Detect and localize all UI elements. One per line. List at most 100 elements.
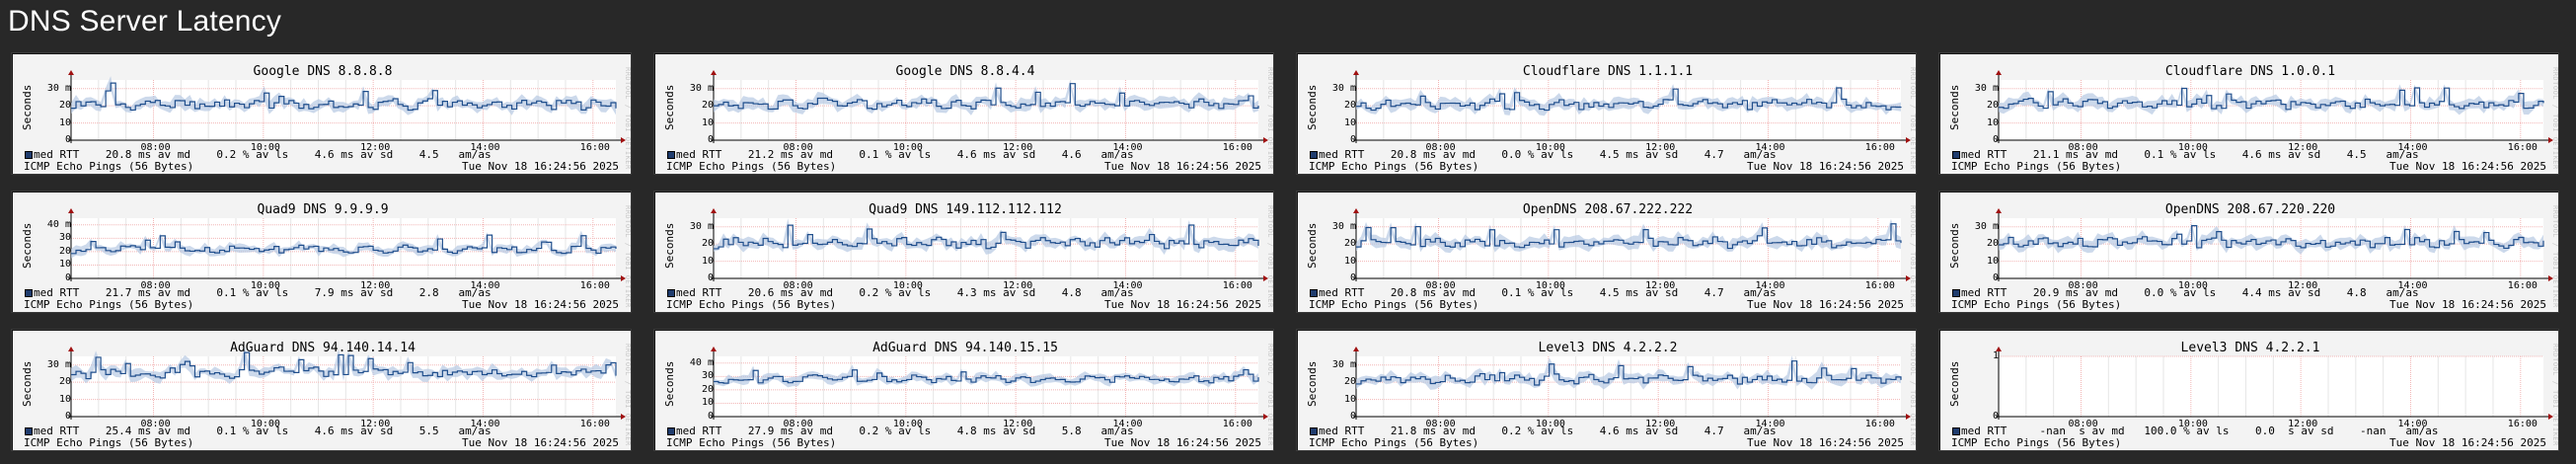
latency-chart <box>655 54 1273 174</box>
y-axis-arrow <box>1353 347 1359 351</box>
x-tick-label: 12:00 <box>360 280 391 291</box>
y-tick-label: 10 <box>1343 116 1356 128</box>
graph-timestamp: Tue Nov 18 16:24:56 2025 <box>462 160 619 173</box>
plot-area <box>1999 356 2543 417</box>
y-tick-label: 20 <box>1986 238 1999 250</box>
x-tick-label: 12:00 <box>360 419 391 429</box>
med-rtt-line <box>71 351 617 380</box>
latency-chart <box>1298 331 1916 450</box>
legend-swatch <box>1952 427 1960 435</box>
x-tick-label: 10:00 <box>250 142 280 153</box>
x-tick-label: 12:00 <box>360 142 391 153</box>
legend-swatch <box>667 151 675 159</box>
x-tick-label: 10:00 <box>1535 142 1565 153</box>
y-tick-label: 20 <box>701 238 714 250</box>
legend-swatch <box>25 151 33 159</box>
x-tick-label: 10:00 <box>1535 280 1565 291</box>
graph-panel: Cloudflare DNS 1.1.1.1 Seconds 30 m 20 10 0 08… <box>1296 52 1917 175</box>
y-tick-label: 10 <box>1343 393 1356 405</box>
x-axis-arrow <box>1906 275 1911 281</box>
legend-swatch <box>1310 427 1318 435</box>
y-tick-label: 40 m <box>46 218 71 230</box>
graph-panel: Cloudflare DNS 1.0.0.1 Seconds 30 m 20 10 0 08… <box>1938 52 2559 175</box>
legend-stats: med RTT -nan s av md 100.0 % av ls 0.0 s… <box>1961 425 2439 437</box>
y-axis-arrow <box>68 347 74 351</box>
x-tick-label: 08:00 <box>1425 419 1456 429</box>
rtt-smoke-band <box>71 76 616 116</box>
y-axis-arrow <box>711 208 717 213</box>
x-axis-arrow <box>1906 137 1911 143</box>
y-axis-arrow <box>1353 208 1359 213</box>
latency-chart <box>13 54 631 174</box>
graph-title: OpenDNS 208.67.222.222 <box>1522 202 1694 217</box>
graph-panel: Google DNS 8.8.8.8 Seconds 30 m 20 10 0 08:00 1… <box>11 52 632 175</box>
rrdtool-watermark: RRDTOOL / TOBI OETIKER <box>1909 67 1917 170</box>
x-tick-label: 14:00 <box>2397 419 2428 429</box>
legend-swatch <box>1952 289 1960 297</box>
y-axis-label: Seconds <box>663 222 676 269</box>
x-tick-label: 14:00 <box>470 142 500 153</box>
y-tick-label: 30 m <box>46 82 71 94</box>
latency-chart <box>1298 54 1916 174</box>
x-tick-label: 16:00 <box>2507 142 2538 153</box>
legend-stats: med RTT 25.4 ms av md 0.1 % av ls 4.6 ms… <box>34 425 492 437</box>
x-axis-arrow <box>2548 275 2553 281</box>
rrdtool-watermark: RRDTOOL / TOBI OETIKER <box>1266 67 1274 170</box>
x-tick-label: 16:00 <box>579 419 610 429</box>
x-axis-arrow <box>1263 275 1268 281</box>
legend-stats: med RTT 27.9 ms av md 0.2 % av ls 4.8 ms… <box>676 425 1134 437</box>
x-tick-label: 10:00 <box>892 419 923 429</box>
page-title: DNS Server Latency <box>8 5 282 38</box>
y-axis-arrow <box>1996 70 2002 75</box>
y-tick-label: 0 <box>1349 272 1356 283</box>
rrdtool-watermark: RRDTOOL / TOBI OETIKER <box>1909 344 1917 446</box>
graph-panel: Google DNS 8.8.4.4 Seconds 30 m 20 10 0 08:00 1… <box>653 52 1274 175</box>
y-tick-label: 10 <box>58 259 71 271</box>
x-tick-label: 14:00 <box>470 419 500 429</box>
y-tick-label: 20 <box>1343 238 1356 250</box>
rrdtool-watermark: RRDTOOL / TOBI OETIKER <box>1909 205 1917 308</box>
y-tick-label: 10 <box>1986 116 1999 128</box>
probe-description: ICMP Echo Pings (56 Bytes) <box>24 436 194 449</box>
x-tick-label: 16:00 <box>579 280 610 291</box>
graph-title: Google DNS 8.8.8.8 <box>253 64 393 79</box>
y-tick-label: 0 <box>64 411 71 422</box>
y-axis-arrow <box>1353 70 1359 75</box>
y-tick-label: 30 m <box>1331 82 1356 94</box>
y-tick-label: 0 <box>1992 134 1999 145</box>
med-rtt-line <box>714 224 1259 250</box>
y-tick-label: 0 <box>707 272 714 283</box>
y-axis-label: Seconds <box>21 360 34 407</box>
graph-title: Quad9 DNS 9.9.9.9 <box>257 202 389 217</box>
x-axis-arrow <box>2548 137 2553 143</box>
y-axis-label: Seconds <box>1948 360 1961 407</box>
plot-area <box>1356 80 1901 140</box>
rrdtool-watermark: RRDTOOL / TOBI OETIKER <box>2551 344 2559 446</box>
med-rtt-line <box>71 82 617 112</box>
graph-title: Level3 DNS 4.2.2.2 <box>1538 341 1678 355</box>
graph-timestamp: Tue Nov 18 16:24:56 2025 <box>462 436 619 449</box>
y-tick-label: 0 <box>707 411 714 422</box>
x-tick-label: 10:00 <box>250 419 280 429</box>
x-axis-arrow <box>621 137 626 143</box>
probe-description: ICMP Echo Pings (56 Bytes) <box>1309 436 1479 449</box>
x-tick-label: 16:00 <box>1222 280 1252 291</box>
med-rtt-line <box>714 368 1259 384</box>
graph-panel: Level3 DNS 4.2.2.2 Seconds 30 m 20 10 0 08:00 1… <box>1296 329 1917 451</box>
legend-swatch <box>667 289 675 297</box>
graph-timestamp: Tue Nov 18 16:24:56 2025 <box>1747 160 1904 173</box>
x-tick-label: 14:00 <box>1755 419 1785 429</box>
x-axis-arrow <box>621 275 626 281</box>
x-tick-label: 16:00 <box>1864 142 1895 153</box>
y-tick-label: 30 m <box>689 220 714 232</box>
y-tick-label: 10 <box>58 116 71 128</box>
graph-title: OpenDNS 208.67.220.220 <box>2164 202 2336 217</box>
y-axis-arrow <box>68 70 74 75</box>
x-tick-label: 08:00 <box>2068 142 2098 153</box>
graph-timestamp: Tue Nov 18 16:24:56 2025 <box>1104 436 1261 449</box>
legend-stats: med RTT 21.1 ms av md 0.1 % av ls 4.6 ms… <box>1961 148 2419 161</box>
x-tick-label: 12:00 <box>1645 419 1676 429</box>
y-tick-label: 0 <box>64 134 71 145</box>
graph-timestamp: Tue Nov 18 16:24:56 2025 <box>1104 298 1261 311</box>
rtt-smoke-band <box>71 346 616 384</box>
